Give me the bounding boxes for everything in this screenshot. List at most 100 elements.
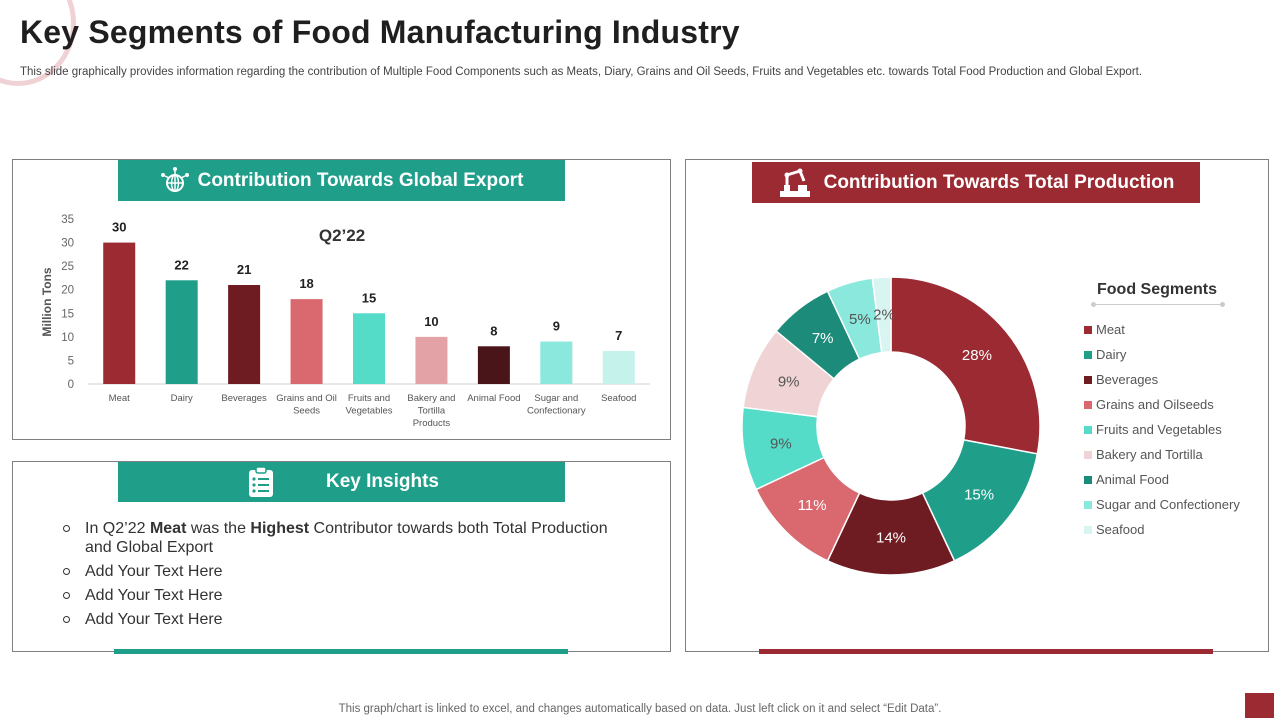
- x-tick-label: Beverages: [221, 393, 267, 404]
- bar-value-label: 15: [362, 290, 376, 305]
- slice-value-label: 7%: [812, 330, 834, 347]
- production-panel-title: Contribution Towards Total Production: [823, 171, 1175, 193]
- insights-accent-bar: [114, 649, 568, 654]
- factory-robot-arm-icon: [779, 168, 810, 197]
- clipboard-list-icon: [249, 467, 273, 497]
- legend-label: Beverages: [1096, 372, 1159, 387]
- bullet-icon: [63, 568, 70, 575]
- y-tick-label: 5: [68, 355, 74, 367]
- legend-item: Grains and Oilseeds: [1084, 392, 1240, 417]
- bar[interactable]: [103, 242, 136, 384]
- slice-value-label: 9%: [770, 435, 792, 452]
- bar-value-label: 10: [424, 314, 438, 329]
- legend-swatch: [1084, 525, 1092, 534]
- x-tick-label: Bakery and Tortilla Products: [407, 393, 455, 429]
- bar[interactable]: [228, 285, 261, 384]
- legend-item: Meat: [1084, 317, 1240, 342]
- chart-title: Q2’22: [319, 226, 365, 245]
- export-bar-chart[interactable]: Q2’22 Million Tons 0 5 10 15 20 25 30 35 30 Meat 22 D…: [13, 160, 670, 439]
- slice-value-label: 14%: [876, 530, 906, 547]
- insight-item: Add Your Text Here: [63, 610, 623, 629]
- slice-value-label: 2%: [873, 307, 895, 324]
- legend-swatch: [1084, 350, 1092, 359]
- legend-divider: [1091, 302, 1225, 307]
- legend-item: Seafood: [1084, 517, 1240, 542]
- export-panel-title: Contribution Towards Global Export: [197, 169, 524, 191]
- y-tick-label: 35: [61, 214, 74, 226]
- insights-list: In Q2’22 Meat was the Highest Contributo…: [63, 519, 623, 634]
- bar-value-label: 21: [237, 262, 251, 277]
- legend-item: Dairy: [1084, 342, 1240, 367]
- page-title: Key Segments of Food Manufacturing Indus…: [20, 14, 740, 50]
- legend-label: Seafood: [1096, 522, 1145, 537]
- legend-label: Grains and Oilseeds: [1096, 397, 1214, 412]
- legend-label: Animal Food: [1096, 472, 1169, 487]
- globe-network-icon: [160, 166, 189, 192]
- donut-slice[interactable]: [890, 276, 1041, 455]
- legend-label: Sugar and Confectionery: [1096, 497, 1240, 512]
- y-tick-label: 10: [61, 332, 74, 344]
- y-tick-label: 20: [61, 285, 74, 297]
- legend-swatch: [1084, 475, 1092, 484]
- bar[interactable]: [602, 351, 635, 384]
- y-tick-label: 0: [68, 379, 74, 391]
- bar[interactable]: [165, 280, 198, 384]
- x-tick-label: Dairy: [171, 393, 193, 404]
- bar[interactable]: [415, 336, 448, 384]
- slice-value-label: 9%: [778, 374, 800, 391]
- bar[interactable]: [353, 313, 385, 384]
- production-panel-header: Contribution Towards Total Production: [752, 162, 1200, 203]
- y-tick-label: 25: [61, 261, 74, 273]
- slice-value-label: 28%: [962, 347, 992, 364]
- y-tick-label: 15: [61, 308, 74, 320]
- bullet-icon: [63, 592, 70, 599]
- page-subtitle: This slide graphically provides informat…: [20, 66, 1143, 78]
- bullet-icon: [63, 525, 70, 532]
- bar[interactable]: [290, 299, 323, 384]
- bar[interactable]: [540, 341, 573, 384]
- x-tick-label: Animal Food: [467, 393, 520, 404]
- slice-value-label: 5%: [849, 311, 871, 328]
- insight-item: Add Your Text Here: [63, 562, 623, 581]
- legend-swatch: [1084, 500, 1092, 509]
- insight-item: In Q2’22 Meat was the Highest Contributo…: [63, 519, 623, 557]
- legend-item: Bakery and Tortilla: [1084, 442, 1240, 467]
- legend-item: Fruits and Vegetables: [1084, 417, 1240, 442]
- bar-value-label: 9: [553, 319, 560, 334]
- legend-label: Fruits and Vegetables: [1096, 422, 1222, 437]
- insight-item: Add Your Text Here: [63, 586, 623, 605]
- donut-slice[interactable]: [871, 276, 892, 354]
- bar-value-label: 22: [174, 257, 188, 272]
- production-donut-chart[interactable]: 28% 15% 14% 11% 9% 9% 7% 5% 2%: [686, 160, 1268, 651]
- bullet-icon: [63, 616, 70, 623]
- donut-legend: Meat Dairy Beverages Grains and Oilseeds Fru…: [1084, 317, 1240, 542]
- legend-item: Sugar and Confectionery: [1084, 492, 1240, 517]
- legend-item: Beverages: [1084, 367, 1240, 392]
- legend-swatch: [1084, 425, 1092, 434]
- x-tick-label: Sugar and Confectionary: [527, 393, 586, 417]
- export-panel: Contribution Towards Global Export Q2’22…: [12, 159, 671, 440]
- legend-swatch: [1084, 400, 1092, 409]
- bar[interactable]: [477, 346, 510, 384]
- corner-accent: [1245, 693, 1274, 718]
- slice-value-label: 11%: [798, 497, 827, 514]
- x-tick-label: Seafood: [601, 393, 636, 404]
- bar-value-label: 30: [112, 220, 126, 235]
- legend-label: Dairy: [1096, 347, 1127, 362]
- legend-label: Meat: [1096, 322, 1125, 337]
- bar-value-label: 7: [615, 328, 622, 343]
- x-tick-label: Meat: [109, 393, 130, 404]
- legend-swatch: [1084, 325, 1092, 334]
- footer-note: This graph/chart is linked to excel, and…: [338, 703, 942, 715]
- insights-panel: Key Insights In Q2’22 Meat was the Highe…: [12, 461, 671, 652]
- x-tick-label: Grains and Oil Seeds: [276, 393, 337, 417]
- legend-swatch: [1084, 375, 1092, 384]
- legend-label: Bakery and Tortilla: [1096, 447, 1203, 462]
- legend-swatch: [1084, 450, 1092, 459]
- legend-title: Food Segments: [1097, 281, 1218, 298]
- slice-value-label: 15%: [964, 486, 994, 503]
- export-panel-header: Contribution Towards Global Export: [118, 160, 565, 201]
- insights-panel-header: Key Insights: [118, 462, 565, 502]
- bar-value-label: 18: [299, 276, 313, 291]
- x-tick-label: Fruits and Vegetables: [345, 393, 392, 417]
